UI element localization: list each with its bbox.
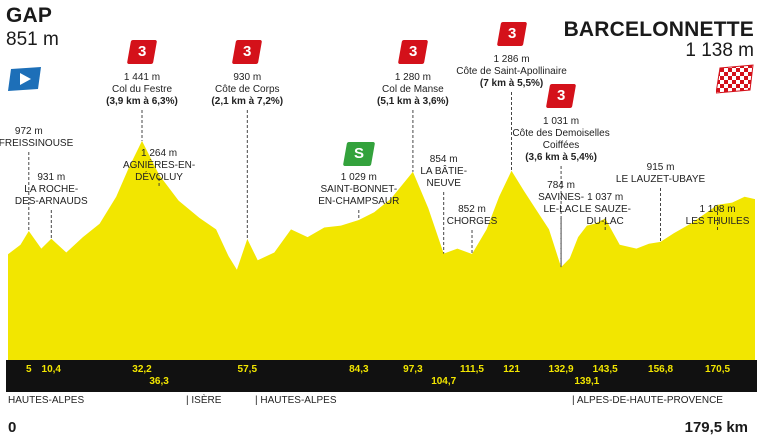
profile-area [8, 140, 755, 360]
climb-label: 1 441 m Col du Festre (3,9 km à 6,3%) [106, 72, 178, 107]
km-tick-label: 32,2 [132, 364, 152, 375]
start-altitude: 851 m [6, 29, 59, 50]
climb-category-badge: 3 [496, 22, 527, 46]
place-label: 1 037 m LE SAUZE- DU-LAC [579, 192, 632, 227]
km-tick-label: 84,3 [349, 364, 369, 375]
finish-altitude: 1 138 m [685, 40, 754, 61]
km-tick-label: 143,5 [592, 364, 618, 375]
finish-flag-icon [716, 64, 754, 94]
region-label: | ALPES-DE-HAUTE-PROVENCE [572, 395, 723, 406]
distance-end: 179,5 km [684, 419, 748, 436]
start-flag-icon [8, 67, 41, 91]
km-tick-label: 104,7 [431, 376, 457, 387]
place-label: 1 108 m LES THUILES [685, 204, 750, 227]
place-label: 915 m LE LAUZET-UBAYE [615, 162, 706, 185]
start-town-name: GAP [6, 4, 53, 27]
climb-label: 1 280 m Col de Manse (5,1 km à 3,6%) [377, 72, 449, 107]
km-tick-label: 57,5 [237, 364, 258, 375]
finish-town-name: BARCELONNETTE [563, 18, 754, 41]
km-tick-label: 139,1 [574, 376, 600, 387]
km-tick-label: 36,3 [149, 376, 169, 387]
km-tick-label: 10,4 [41, 364, 61, 375]
climb-category-badge: 3 [545, 84, 577, 108]
distance-start: 0 [8, 419, 17, 436]
region-label: HAUTES-ALPES [8, 395, 85, 406]
climb-label: 1 286 m Côte de Saint-Apollinaire (7 km à … [456, 54, 567, 89]
place-label: 931 m LA ROCHE- DES-ARNAUDS [14, 172, 88, 207]
climb-category-badge: 3 [232, 40, 263, 64]
km-tick-label: 121 [503, 364, 520, 375]
place-label: 852 m CHORGES [446, 204, 498, 227]
km-band [6, 360, 757, 392]
climb-label: 1 031 m Côte des Demoiselles Coiffées (3,6 … [512, 116, 610, 163]
region-label: | HAUTES-ALPES [255, 395, 337, 406]
climb-category-badge: 3 [397, 40, 429, 64]
climb-category-badge: 3 [126, 40, 158, 64]
sprint-label: 1 029 m SAINT-BONNET- EN-CHAMPSAUR [318, 172, 400, 207]
region-label: | ISÈRE [186, 395, 222, 406]
km-tick-label: 5 [26, 364, 32, 375]
km-tick-label: 156,8 [648, 364, 674, 375]
place-label: 1 264 m AGNIÈRES-EN- DÉVOLUY [122, 148, 196, 183]
km-tick-label: 132,9 [548, 364, 574, 375]
climb-label: 930 m Côte de Corps (2,1 km à 7,2%) [211, 72, 284, 107]
km-tick-label: 111,5 [460, 364, 484, 375]
sprint-badge: S [342, 142, 375, 166]
place-label: 972 mLA FREISSINOUSE [0, 126, 74, 149]
place-label: 784 m SAVINES- LE-LAC [538, 180, 585, 215]
km-tick-label: 97,3 [403, 364, 423, 375]
km-tick-label: 170,5 [705, 364, 731, 375]
place-label: 854 m LA BÂTIE- NEUVE [420, 154, 468, 189]
